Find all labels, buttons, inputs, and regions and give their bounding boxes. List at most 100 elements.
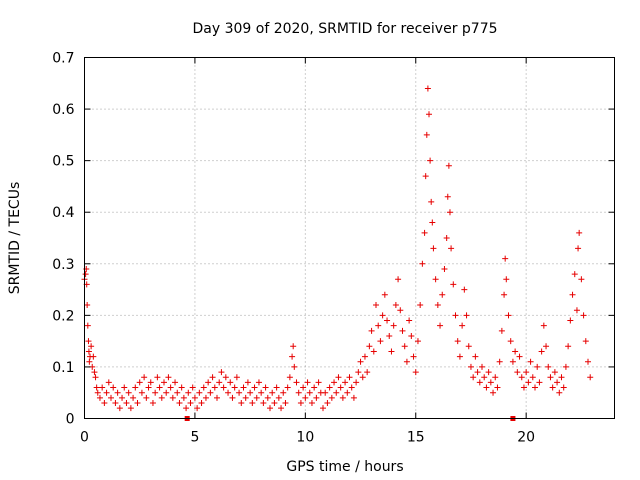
x-tick-label: 20 [517, 430, 535, 446]
data-point [514, 369, 521, 376]
data-point [545, 363, 552, 370]
data-point [238, 400, 245, 407]
data-point [297, 400, 304, 407]
data-point [487, 379, 494, 386]
data-point [562, 363, 569, 370]
data-point [189, 384, 196, 391]
data-point [123, 400, 130, 407]
data-point [344, 389, 351, 396]
grid-lines [84, 57, 615, 419]
data-point [300, 384, 307, 391]
data-point [558, 374, 565, 381]
data-point [368, 327, 375, 334]
data-point [459, 322, 466, 329]
data-point [110, 384, 117, 391]
data-point [481, 374, 488, 381]
data-point [220, 384, 227, 391]
data-point [569, 291, 576, 298]
data-point [251, 384, 258, 391]
data-point [174, 389, 181, 396]
data-point [445, 162, 452, 169]
data-point [348, 384, 355, 391]
data-point [202, 394, 209, 401]
data-point [388, 348, 395, 355]
data-point [295, 389, 302, 396]
data-point [408, 332, 415, 339]
data-point [161, 379, 167, 386]
data-point [149, 400, 156, 407]
y-tick-label: 0.2 [52, 308, 74, 324]
data-point [381, 291, 388, 298]
data-point [346, 374, 353, 381]
data-point [479, 363, 485, 370]
data-point [222, 374, 229, 381]
data-point [406, 317, 413, 324]
data-point [209, 374, 216, 381]
data-point [136, 379, 143, 386]
data-point [587, 374, 594, 381]
data-point [492, 374, 499, 381]
y-tick-label: 0.6 [52, 102, 74, 118]
data-point [422, 173, 429, 180]
data-point [446, 209, 453, 216]
data-point [116, 405, 123, 412]
x-tick-label: 0 [80, 430, 89, 446]
data-point [99, 384, 106, 391]
x-tick-label: 5 [190, 430, 199, 446]
data-point [165, 374, 172, 381]
data-point [474, 369, 481, 376]
y-tick-label: 0 [66, 412, 75, 428]
data-point [516, 353, 523, 360]
data-point [392, 302, 399, 309]
x-axis-title: GPS time / hours [286, 459, 403, 475]
data-point [412, 369, 419, 376]
data-point [214, 394, 220, 401]
data-point [205, 379, 212, 386]
data-point [403, 358, 410, 365]
data-point [125, 389, 132, 396]
data-point [582, 338, 589, 345]
data-point [429, 219, 436, 226]
data-point [532, 384, 538, 391]
data-point [549, 384, 556, 391]
y-tick-label: 0.7 [52, 51, 74, 67]
data-point [498, 327, 505, 334]
data-point [543, 343, 550, 350]
y-axis-title: SRMTID / TECUs [7, 182, 23, 295]
data-points [81, 85, 594, 412]
data-point [428, 198, 435, 205]
data-point [187, 400, 194, 407]
data-point [108, 394, 114, 401]
data-point [304, 379, 311, 386]
data-point [567, 317, 574, 324]
data-point [293, 379, 300, 386]
data-point [509, 358, 516, 365]
data-point [410, 353, 417, 360]
data-point [476, 379, 483, 386]
data-point [121, 384, 128, 391]
data-point [512, 348, 519, 355]
data-point [103, 389, 110, 396]
y-tick-label: 0.3 [52, 257, 74, 273]
data-point [85, 348, 92, 355]
data-point [414, 338, 421, 345]
data-point [450, 281, 457, 288]
data-point [163, 389, 170, 396]
data-point [523, 369, 530, 376]
data-point [430, 245, 437, 252]
data-point [132, 384, 139, 391]
data-point [456, 353, 463, 360]
data-point [324, 400, 331, 407]
y-tick-label: 0.5 [52, 154, 74, 170]
data-point [331, 379, 338, 386]
data-point [286, 374, 293, 381]
data-point [313, 394, 320, 401]
data-point [585, 358, 591, 365]
data-point [320, 405, 326, 412]
data-point [551, 369, 558, 376]
data-point [178, 384, 185, 391]
data-point [284, 384, 291, 391]
data-point [507, 338, 514, 345]
data-point [441, 265, 448, 272]
data-point [247, 389, 254, 396]
